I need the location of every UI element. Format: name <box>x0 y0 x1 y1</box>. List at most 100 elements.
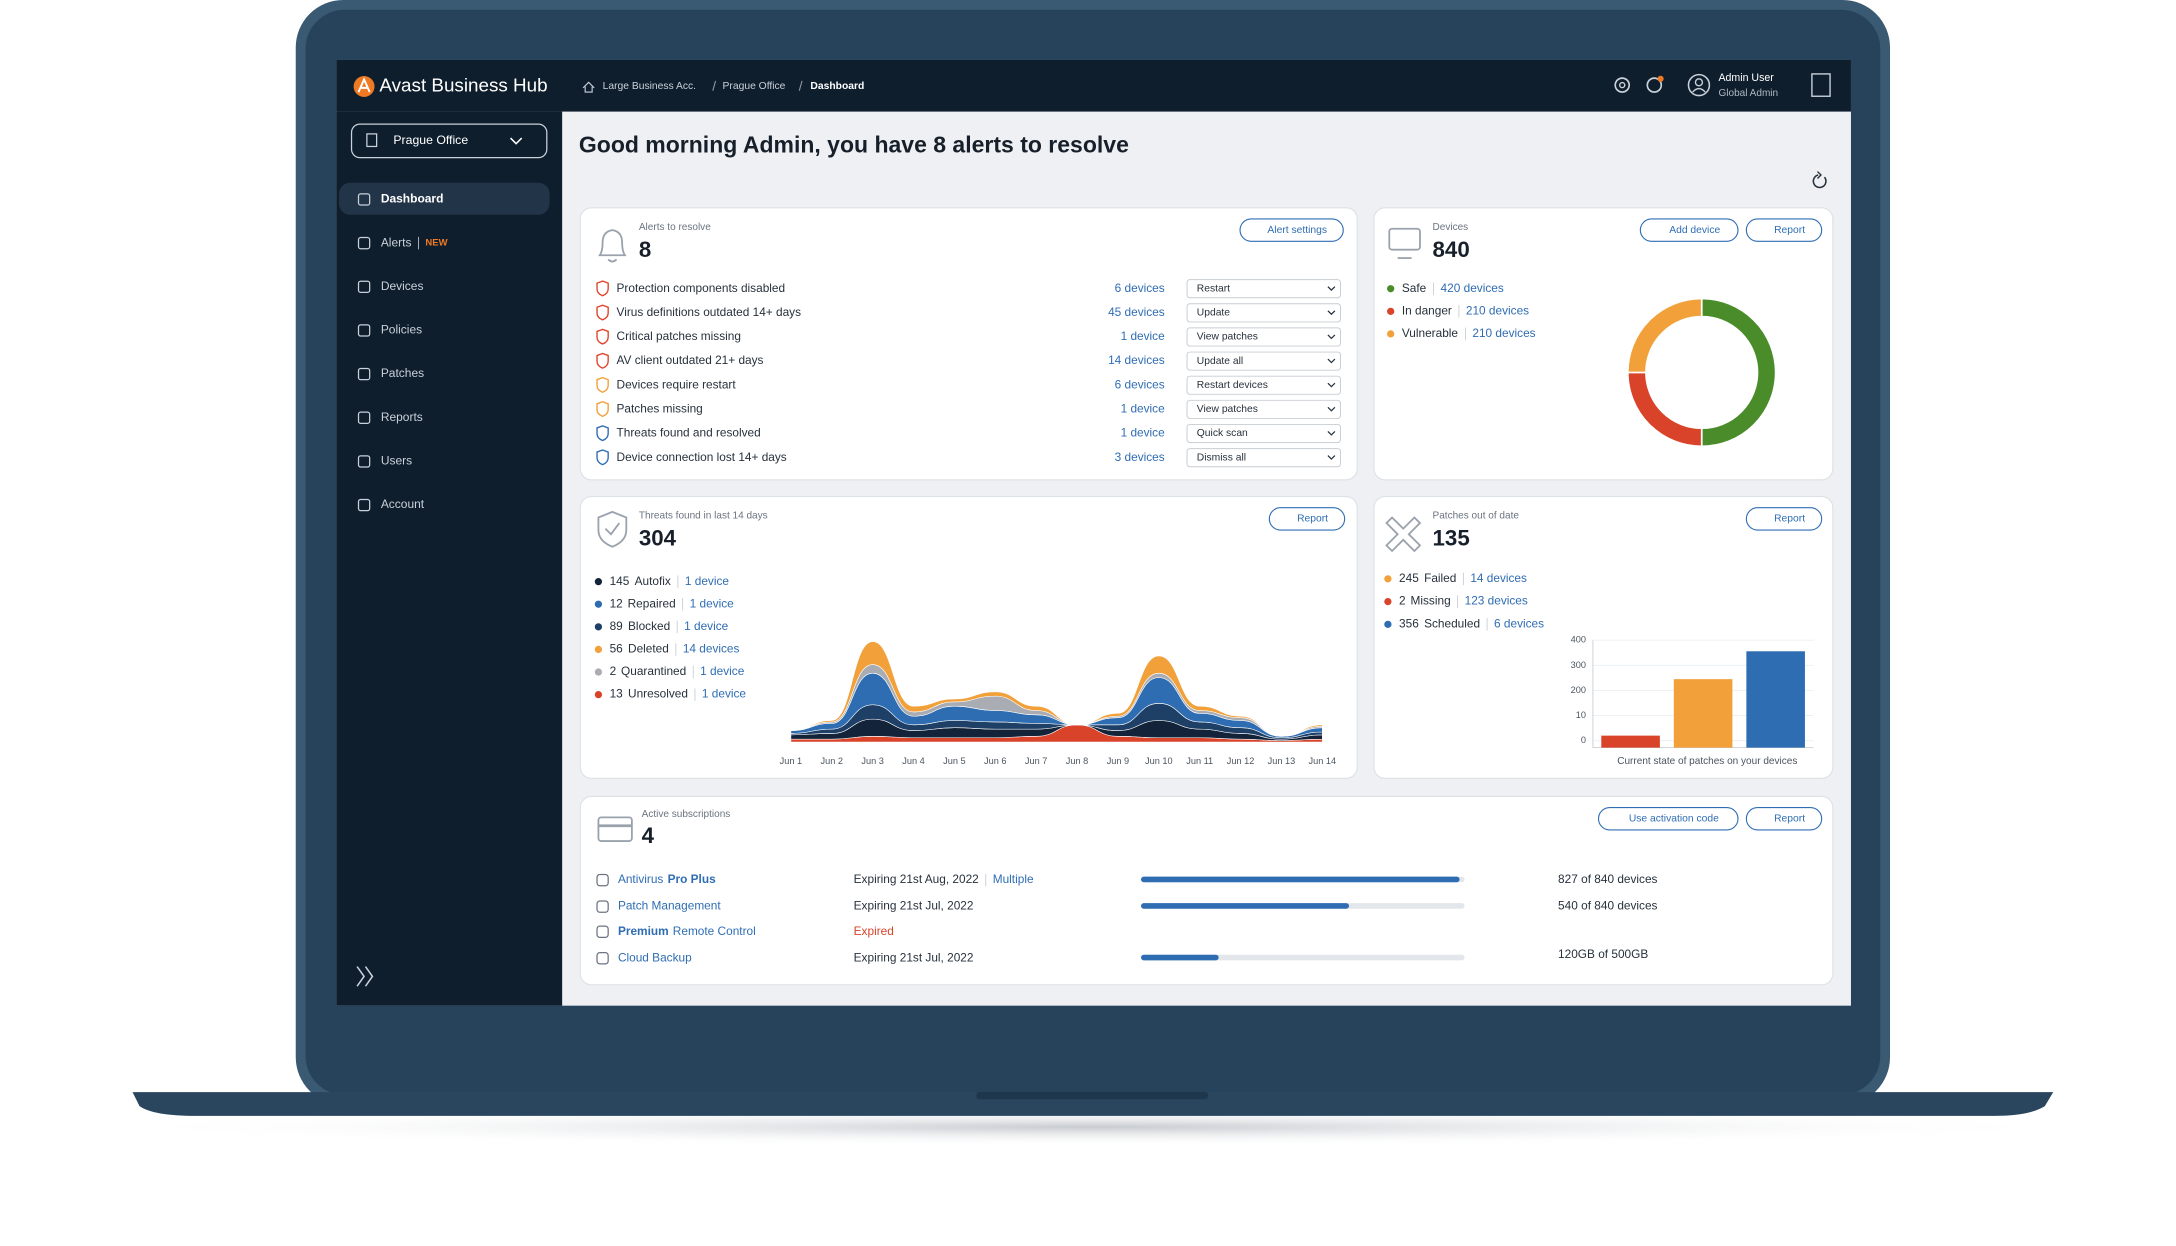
devices-icon <box>1388 227 1421 251</box>
action-select[interactable] <box>1186 375 1341 395</box>
alert-icon <box>596 304 609 321</box>
x-tick-label: Jun 5 <box>943 756 965 766</box>
button[interactable] <box>1639 218 1739 242</box>
status: Expiring 21st Aug, 2022 <box>854 872 979 886</box>
product-name[interactable]: Remote Control <box>673 924 756 938</box>
legend-devices[interactable]: 1 device <box>690 596 735 610</box>
legend-dot <box>594 690 603 699</box>
alert-devices[interactable]: 14 devices <box>1108 353 1165 367</box>
action-select[interactable] <box>1186 303 1341 323</box>
status: Expiring 21st Jul, 2022 <box>854 950 974 964</box>
y-tick-label: 10 <box>1576 710 1586 720</box>
card-label: Active subscriptions <box>642 809 731 820</box>
legend-devices[interactable]: 1 device <box>700 664 745 678</box>
alert-devices[interactable]: 3 devices <box>1115 450 1165 464</box>
alert-text: Virus definitions outdated 14+ days <box>617 305 802 319</box>
button[interactable] <box>1597 807 1739 831</box>
button[interactable] <box>1745 218 1823 242</box>
action-select[interactable] <box>1186 448 1341 468</box>
product-icon <box>596 900 609 913</box>
alert-devices[interactable]: 45 devices <box>1108 305 1165 319</box>
action-select[interactable] <box>1186 351 1341 371</box>
switch-icon[interactable] <box>1811 73 1831 97</box>
button-label: Report <box>1297 514 1328 525</box>
user-avatar-head <box>1694 78 1704 87</box>
legend-count: 2 <box>610 664 617 678</box>
legend-value[interactable]: 210 devices <box>1466 303 1529 317</box>
alert-devices[interactable]: 1 device <box>1121 426 1166 440</box>
alert-devices[interactable]: 1 device <box>1121 329 1166 343</box>
action-select[interactable] <box>1186 279 1341 299</box>
button[interactable] <box>1745 807 1823 831</box>
action-select[interactable] <box>1186 327 1341 347</box>
button[interactable] <box>1745 507 1823 531</box>
card-count: 4 <box>642 823 655 848</box>
threats-icon <box>597 510 628 548</box>
breadcrumb: Dashboard <box>810 81 864 92</box>
product-name[interactable]: Premium <box>618 924 669 938</box>
product-name[interactable]: Patch Management <box>618 899 721 913</box>
refresh-icon[interactable] <box>1812 174 1827 189</box>
alert-devices[interactable]: 6 devices <box>1115 281 1165 295</box>
menu-item[interactable]: Policies <box>381 323 422 337</box>
x-tick-label: Jun 7 <box>1025 756 1047 766</box>
legend-devices[interactable]: 1 device <box>702 687 747 701</box>
alert-text: AV client outdated 21+ days <box>617 353 764 367</box>
action-select[interactable] <box>1186 423 1341 444</box>
alert-icon <box>596 400 609 418</box>
legend-devices[interactable]: 14 devices <box>1470 571 1527 585</box>
user-avatar[interactable] <box>1687 73 1711 97</box>
laptop-notch <box>976 1092 1208 1100</box>
alert-devices[interactable]: 1 device <box>1121 402 1166 416</box>
alert-icon <box>596 425 609 442</box>
menu-item[interactable]: Account <box>381 497 425 511</box>
legend-devices[interactable]: 6 devices <box>1494 616 1544 630</box>
bar <box>1746 651 1805 748</box>
chart-caption: Current state of patches on your devices <box>1617 756 1797 767</box>
breadcrumb[interactable]: Prague Office <box>723 81 786 92</box>
legend-dot <box>1384 575 1392 583</box>
menu-item[interactable]: Users <box>381 454 412 468</box>
alert-text: Protection components disabled <box>617 281 786 295</box>
breadcrumb[interactable]: Large Business Acc. <box>603 81 696 92</box>
action-label: Quick scan <box>1197 428 1248 439</box>
settings-icon[interactable] <box>1614 77 1631 93</box>
legend-dot <box>1387 285 1395 293</box>
menu-item[interactable]: Reports <box>381 410 423 424</box>
menu-icon <box>357 324 371 337</box>
menu-item[interactable]: Alerts <box>381 235 412 249</box>
card-count: 8 <box>639 237 651 262</box>
alert-devices[interactable]: 6 devices <box>1115 377 1165 391</box>
legend-devices[interactable]: 14 devices <box>683 642 740 656</box>
help-icon[interactable] <box>1646 77 1663 93</box>
select-chevron <box>1327 406 1336 412</box>
card-label: Alerts to resolve <box>639 222 711 233</box>
legend-dot <box>1384 620 1392 628</box>
legend-devices[interactable]: 1 device <box>684 619 729 633</box>
menu-icon <box>357 498 371 512</box>
extra-link[interactable]: Multiple <box>993 872 1034 886</box>
site-selector[interactable] <box>350 123 548 159</box>
button[interactable] <box>1268 507 1346 531</box>
legend-value[interactable]: 420 devices <box>1441 281 1504 295</box>
button[interactable] <box>1239 218 1344 242</box>
product-name[interactable]: Cloud Backup <box>618 950 692 964</box>
x-tick-label: Jun 6 <box>984 756 1006 766</box>
alerts-card <box>579 207 1358 481</box>
action-select[interactable] <box>1186 399 1341 419</box>
alerts-icon <box>598 229 627 263</box>
menu-item[interactable]: Dashboard <box>381 192 444 206</box>
product-name[interactable]: Antivirus <box>618 872 663 886</box>
legend-count: 56 <box>610 642 624 656</box>
collapse-icon[interactable] <box>356 966 374 987</box>
legend-devices[interactable]: 1 device <box>685 574 730 588</box>
menu-item[interactable]: Patches <box>381 366 424 380</box>
product-name[interactable]: Pro Plus <box>668 872 716 886</box>
x-tick-label: Jun 3 <box>861 756 883 766</box>
product-icon <box>596 873 609 887</box>
legend-value[interactable]: 210 devices <box>1472 326 1535 340</box>
laptop-shadow <box>87 1107 2097 1147</box>
legend-devices[interactable]: 123 devices <box>1465 594 1528 608</box>
menu-item[interactable]: Devices <box>381 279 424 293</box>
